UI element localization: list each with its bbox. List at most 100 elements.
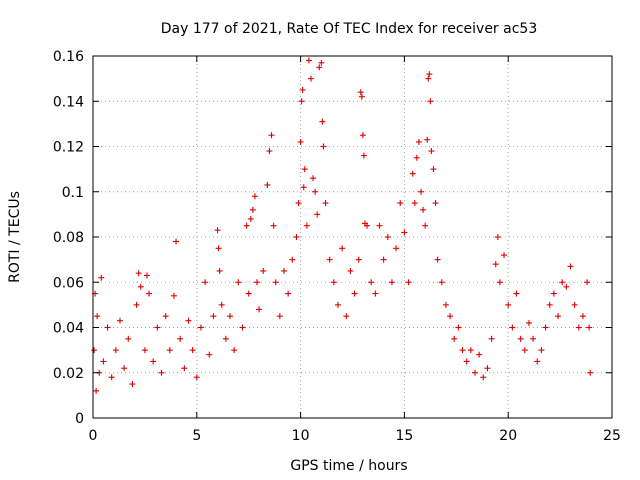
data-point (307, 75, 314, 82)
data-point (517, 335, 524, 342)
data-point (104, 324, 111, 331)
y-tick-label: 0.04 (53, 321, 84, 337)
data-point (214, 227, 221, 234)
data-point (484, 365, 491, 372)
scatter-points (91, 57, 594, 394)
data-point (210, 313, 217, 320)
data-point (384, 234, 391, 240)
data-point (405, 279, 412, 286)
data-point (538, 347, 545, 354)
data-point (154, 324, 161, 331)
x-axis-label: GPS time / hours (290, 458, 407, 474)
data-point (137, 283, 144, 290)
data-point (243, 222, 250, 229)
data-point (422, 222, 429, 229)
data-point (251, 193, 258, 200)
data-point (173, 238, 180, 245)
data-point (455, 324, 462, 331)
data-point (293, 234, 300, 240)
data-point (305, 57, 312, 64)
data-point (426, 71, 433, 78)
data-point (150, 358, 157, 365)
data-point (467, 347, 474, 354)
data-point (276, 313, 283, 320)
data-point (415, 138, 422, 145)
data-point (254, 279, 261, 286)
data-point (359, 132, 366, 139)
data-point (357, 89, 364, 96)
data-point (586, 324, 593, 331)
data-point (424, 136, 431, 143)
data-point (264, 181, 271, 188)
x-tick-label: 5 (192, 428, 201, 444)
data-point (563, 283, 570, 290)
data-point (494, 234, 501, 240)
data-point (587, 369, 594, 376)
y-tick-label: 0.16 (53, 49, 84, 65)
data-point (351, 290, 358, 297)
x-tick-label: 20 (499, 428, 517, 444)
data-point (459, 347, 466, 354)
data-point (256, 306, 263, 313)
data-point (162, 313, 169, 320)
data-point (534, 358, 541, 365)
y-tick-label: 0.06 (53, 275, 84, 291)
chart-title: Day 177 of 2021, Rate Of TEC Index for r… (161, 21, 537, 37)
data-point (413, 154, 420, 161)
data-point (476, 351, 483, 358)
data-point (197, 324, 204, 331)
data-point (170, 292, 177, 299)
data-point (584, 279, 591, 286)
data-point (492, 261, 499, 268)
grid-lines (93, 56, 612, 418)
data-point (116, 317, 123, 324)
y-tick-label: 0.1 (62, 185, 84, 201)
data-point (339, 245, 346, 252)
data-point (343, 313, 350, 320)
data-point (266, 148, 273, 155)
data-point (285, 290, 292, 297)
data-point (559, 279, 566, 286)
data-point (202, 279, 209, 286)
data-point (249, 206, 256, 213)
data-point (314, 211, 321, 218)
data-point (297, 138, 304, 145)
data-point (133, 301, 140, 308)
data-point (222, 335, 229, 342)
data-point (432, 200, 439, 207)
data-point (193, 374, 200, 381)
data-point (376, 222, 383, 229)
data-point (181, 365, 188, 372)
data-point (320, 143, 327, 150)
data-point (451, 335, 458, 342)
data-point (93, 387, 100, 394)
data-point (270, 222, 277, 229)
data-point (388, 279, 395, 286)
data-point (295, 200, 302, 207)
y-tick-label: 0.08 (53, 230, 84, 246)
data-point (316, 64, 323, 71)
data-point (509, 324, 516, 331)
data-point (555, 313, 562, 320)
x-tick-label: 10 (292, 428, 310, 444)
data-point (100, 358, 107, 365)
data-point (272, 279, 279, 286)
data-point (129, 381, 136, 388)
data-point (216, 267, 223, 274)
data-point (397, 200, 404, 207)
data-point (94, 313, 101, 320)
data-point (496, 279, 503, 286)
data-point (108, 374, 115, 381)
data-point (425, 75, 432, 82)
data-point (409, 170, 416, 177)
data-point (239, 324, 246, 331)
y-tick-label: 0 (75, 411, 84, 427)
data-point (143, 272, 150, 279)
data-point (471, 369, 478, 376)
data-point (299, 86, 306, 93)
data-point (310, 175, 317, 182)
data-point (411, 200, 418, 207)
data-point (158, 369, 165, 376)
data-point (420, 206, 427, 213)
